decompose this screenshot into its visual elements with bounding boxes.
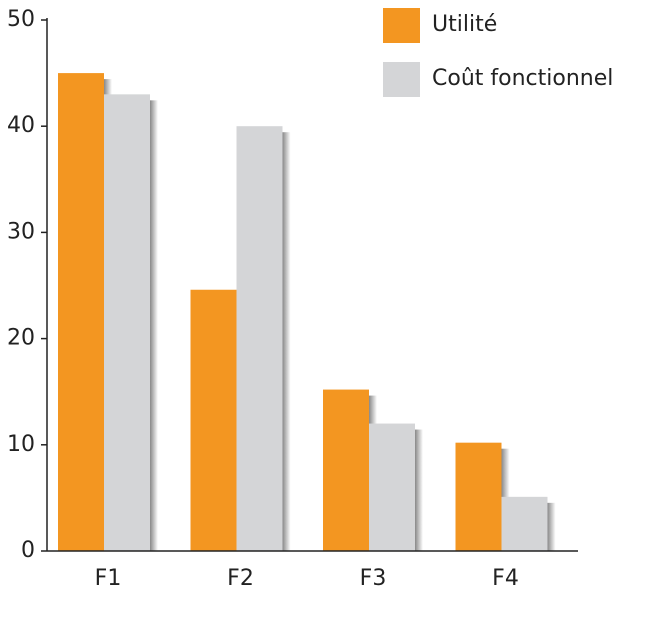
bar xyxy=(58,73,104,551)
bar xyxy=(323,389,369,551)
y-tick-label: 30 xyxy=(7,219,35,244)
x-tick-label: F4 xyxy=(492,566,519,591)
bar xyxy=(236,126,283,551)
bar xyxy=(369,423,415,551)
y-tick-label: 10 xyxy=(7,432,35,457)
bar-shadow xyxy=(547,502,556,551)
legend-label: Coût fonctionnel xyxy=(432,66,613,91)
bar xyxy=(190,289,237,551)
bar-shadow xyxy=(282,132,291,551)
y-tick-label: 20 xyxy=(7,326,35,351)
y-tick-label: 40 xyxy=(7,113,35,138)
x-tick-label: F3 xyxy=(360,566,387,591)
bar-shadow xyxy=(415,429,423,551)
x-tick-label: F2 xyxy=(227,566,254,591)
bar xyxy=(455,442,502,551)
bar xyxy=(501,496,548,551)
x-tick-label: F1 xyxy=(95,566,122,591)
legend-swatch xyxy=(383,8,420,43)
y-tick-label: 50 xyxy=(7,7,35,32)
y-tick-label: 0 xyxy=(21,538,35,563)
bar xyxy=(104,94,150,551)
legend-swatch xyxy=(383,62,420,97)
bar-shadow xyxy=(150,100,158,551)
legend-label: Utilité xyxy=(432,12,497,37)
